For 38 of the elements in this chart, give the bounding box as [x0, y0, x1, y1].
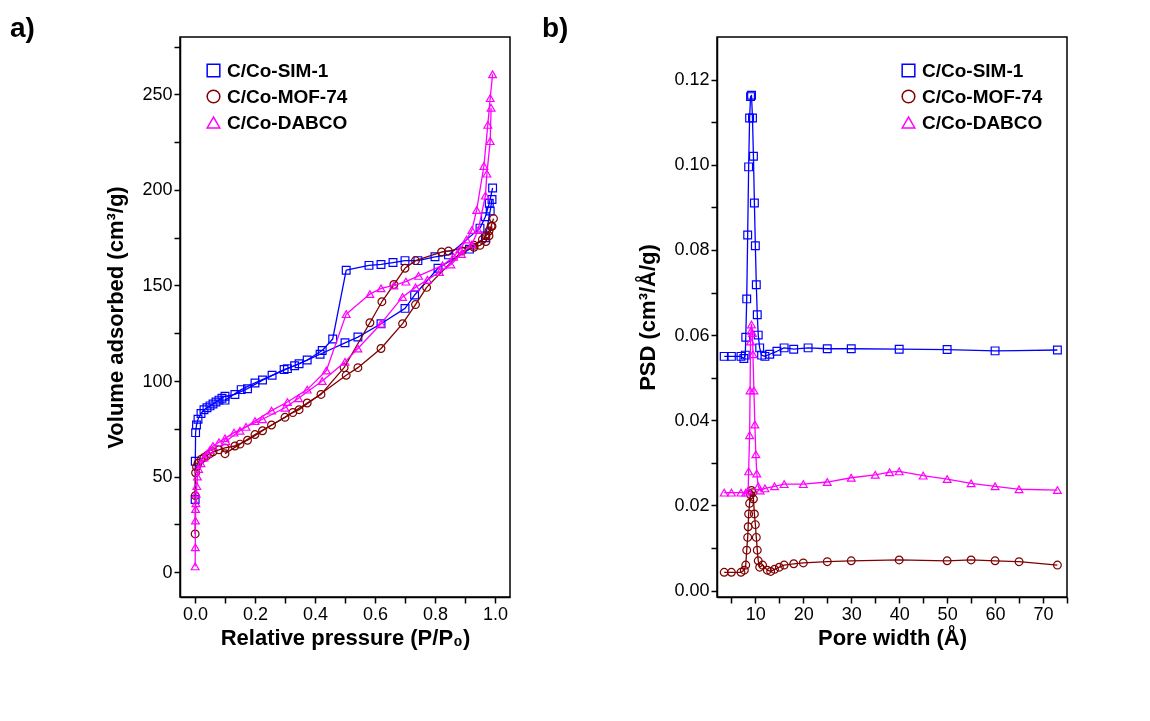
legend-label: C/Co-MOF-74	[922, 85, 1043, 107]
legend-label: C/Co-SIM-1	[922, 59, 1024, 81]
legend-label: C/Co-SIM-1	[227, 59, 329, 81]
legend-label: C/Co-DABCO	[922, 111, 1043, 133]
x-tick-label: 50	[937, 603, 958, 624]
x-tick-label: 70	[1033, 603, 1054, 624]
y-axis-title: PSD (cm³/Å/g)	[634, 244, 661, 391]
x-tick-label: 20	[793, 603, 814, 624]
y-tick-label: 0	[162, 561, 173, 582]
x-tick-label: 0.0	[182, 603, 209, 624]
legend-label: C/Co-MOF-74	[227, 85, 348, 107]
y-tick-label: 150	[142, 274, 173, 295]
y-tick-label: 0.10	[674, 154, 710, 175]
x-tick-label: 0.8	[422, 603, 449, 624]
x-tick-label: 30	[841, 603, 862, 624]
y-tick-label: 200	[142, 179, 173, 200]
chart-title: a)	[9, 12, 35, 43]
y-tick-label: 100	[142, 370, 173, 391]
x-tick-label: 60	[985, 603, 1006, 624]
y-tick-label: 50	[152, 466, 173, 487]
x-axis-title: Relative pressure (P/P₀)	[220, 624, 471, 650]
y-axis-title: Volume adsorbed (cm³/g)	[103, 186, 129, 449]
legend-label: C/Co-DABCO	[227, 111, 348, 133]
x-tick-label: 0.6	[362, 603, 389, 624]
y-tick-label: 0.12	[674, 69, 710, 90]
x-tick-label: 1.0	[482, 603, 509, 624]
x-tick-label: 10	[745, 603, 766, 624]
y-tick-label: 0.00	[674, 580, 710, 601]
x-axis-title: Pore width (Å)	[817, 623, 968, 650]
y-tick-label: 0.06	[674, 324, 710, 345]
y-tick-label: 0.02	[674, 494, 710, 515]
x-tick-label: 40	[889, 603, 910, 624]
chart-title: b)	[541, 12, 569, 43]
y-tick-label: 250	[142, 83, 173, 104]
y-tick-label: 0.04	[674, 409, 710, 430]
x-tick-label: 0.4	[302, 603, 329, 624]
x-tick-label: 0.2	[242, 603, 269, 624]
y-tick-label: 0.08	[674, 239, 710, 260]
